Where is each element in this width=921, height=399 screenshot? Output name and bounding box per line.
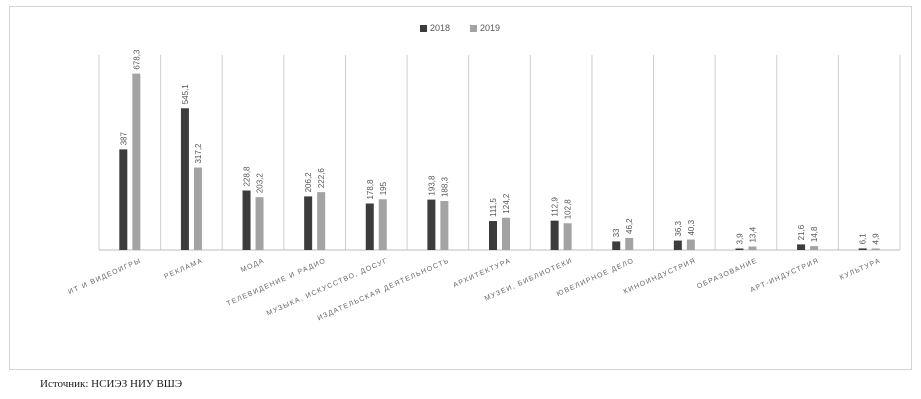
data-label-2019-5: 195: [379, 181, 388, 195]
data-label-2019-11: 13,4: [748, 226, 757, 242]
bar-2018-7: [489, 221, 497, 250]
bar-2019-5: [378, 199, 387, 250]
bar-2018-9: [612, 241, 621, 250]
bar-2019-11: [748, 246, 757, 250]
category-label-5: МУЗЫКА, ИСКУССТВО, ДОСУГ: [266, 257, 389, 317]
bar-2019-6: [440, 201, 449, 250]
bar-2018-10: [673, 240, 682, 250]
bar-2019-3: [255, 197, 264, 250]
legend-swatch-2018: [420, 25, 427, 32]
data-label-2019-8: 102,8: [564, 199, 573, 220]
bar-2018-1: [119, 149, 128, 250]
data-label-2019-3: 203,2: [256, 173, 265, 194]
data-label-2018-4: 206,2: [304, 172, 313, 193]
bar-2019-2: [193, 167, 202, 250]
bar-2019-9: [625, 237, 634, 250]
category-label-6: ИЗДАТЕЛЬСКАЯ ДЕЯТЕЛЬНОСТЬ: [317, 257, 451, 322]
data-label-2018-3: 228,8: [243, 166, 252, 187]
category-label-4: ТЕЛЕВИДЕНИЕ И РАДИО: [226, 257, 328, 307]
data-label-2019-13: 4,9: [872, 233, 881, 245]
bar-2018-11: [735, 248, 744, 250]
bar-2018-3: [242, 190, 251, 250]
bar-2018-13: [858, 248, 867, 250]
bar-2019-1: [132, 73, 141, 250]
bar-2019-12: [810, 246, 819, 250]
data-label-2019-12: 14,8: [810, 226, 819, 242]
data-label-2019-9: 46,2: [625, 218, 634, 234]
category-label-7: АРХИТЕКТУРА: [452, 257, 512, 289]
legend-label-2019: 2019: [480, 23, 500, 33]
bar-2019-13: [871, 248, 880, 250]
data-label-2018-8: 112,9: [551, 197, 560, 217]
bar-2018-5: [365, 203, 374, 250]
chart-frame: 2018 2019 387 678,3 ИТ И ВИДЕОИГРЫ 545,1 317,2…: [9, 6, 912, 370]
category-label-12: АРТ-ИНДУСТРИЯ: [750, 257, 821, 294]
bar-2019-7: [502, 217, 510, 250]
data-label-2018-1: 387: [119, 131, 128, 145]
category-label-11: ОБРАЗОВАНИЕ: [696, 257, 759, 290]
data-label-2019-10: 40,3: [687, 219, 696, 235]
bar-2018-12: [797, 244, 806, 250]
category-label-13: КУЛЬТУРА: [839, 257, 882, 281]
category-label-1: ИТ И ВИДЕОИГРЫ: [67, 257, 142, 296]
category-label-3: МОДА: [240, 257, 266, 274]
data-label-2018-9: 33: [612, 228, 621, 237]
data-label-2019-2: 317,2: [194, 143, 203, 164]
bar-2019-10: [686, 239, 695, 250]
bar-2019-8: [563, 223, 572, 250]
data-label-2018-6: 193,8: [427, 175, 436, 196]
data-label-2018-12: 21,6: [797, 224, 806, 240]
bar-2018-4: [304, 196, 313, 250]
legend-label-2018: 2018: [430, 23, 450, 33]
bar-2018-8: [550, 220, 559, 250]
bar-2018-6: [427, 199, 436, 250]
data-label-2018-13: 6,1: [859, 233, 868, 245]
data-label-2019-4: 222,6: [317, 168, 326, 189]
bar-2018-2: [180, 108, 189, 250]
data-label-2018-5: 178,8: [366, 179, 375, 200]
source-note: Источник: НСИЭЗ НИУ ВШЭ: [40, 378, 183, 390]
data-label-2018-10: 36,3: [674, 220, 683, 236]
bar-chart: 2018 2019 387 678,3 ИТ И ВИДЕОИГРЫ 545,1 317,2…: [67, 23, 901, 322]
data-label-2019-6: 188,3: [440, 176, 449, 197]
data-label-2018-11: 3,9: [735, 233, 744, 245]
data-label-2018-2: 545,1: [181, 84, 190, 105]
data-label-2018-7: 111,5: [489, 198, 498, 217]
data-label-2019-7: 124,2: [502, 193, 511, 214]
category-label-2: РЕКЛАМА: [163, 257, 204, 280]
data-label-2019-1: 678,3: [132, 49, 141, 70]
bar-2019-4: [317, 192, 326, 250]
legend-swatch-2019: [470, 25, 477, 32]
